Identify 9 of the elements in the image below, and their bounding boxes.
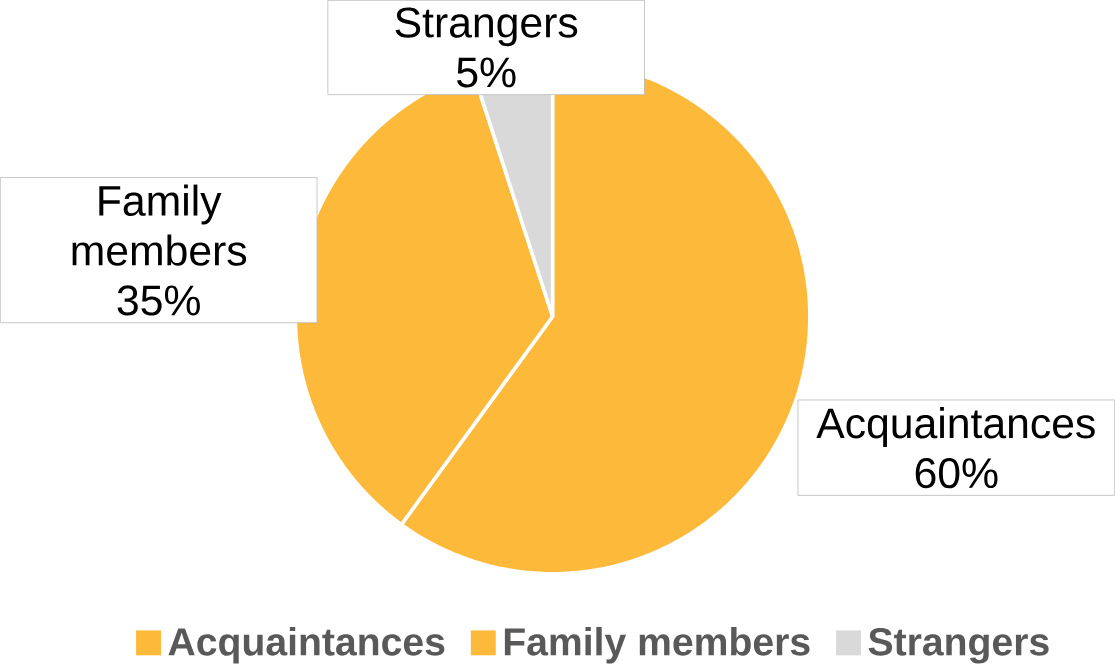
slice-label: Family members xyxy=(72,184,247,267)
data-label: 60% xyxy=(915,458,998,489)
legend-label: Strangers xyxy=(868,628,1049,664)
slice-label: Acquaintances xyxy=(816,407,1095,448)
data-label: 5% xyxy=(457,57,516,88)
slice-label: Strangers xyxy=(395,7,578,47)
legend-label: Family members xyxy=(504,627,810,664)
legend-label: Acquaintances xyxy=(168,627,445,664)
data-label: 35% xyxy=(117,285,200,316)
